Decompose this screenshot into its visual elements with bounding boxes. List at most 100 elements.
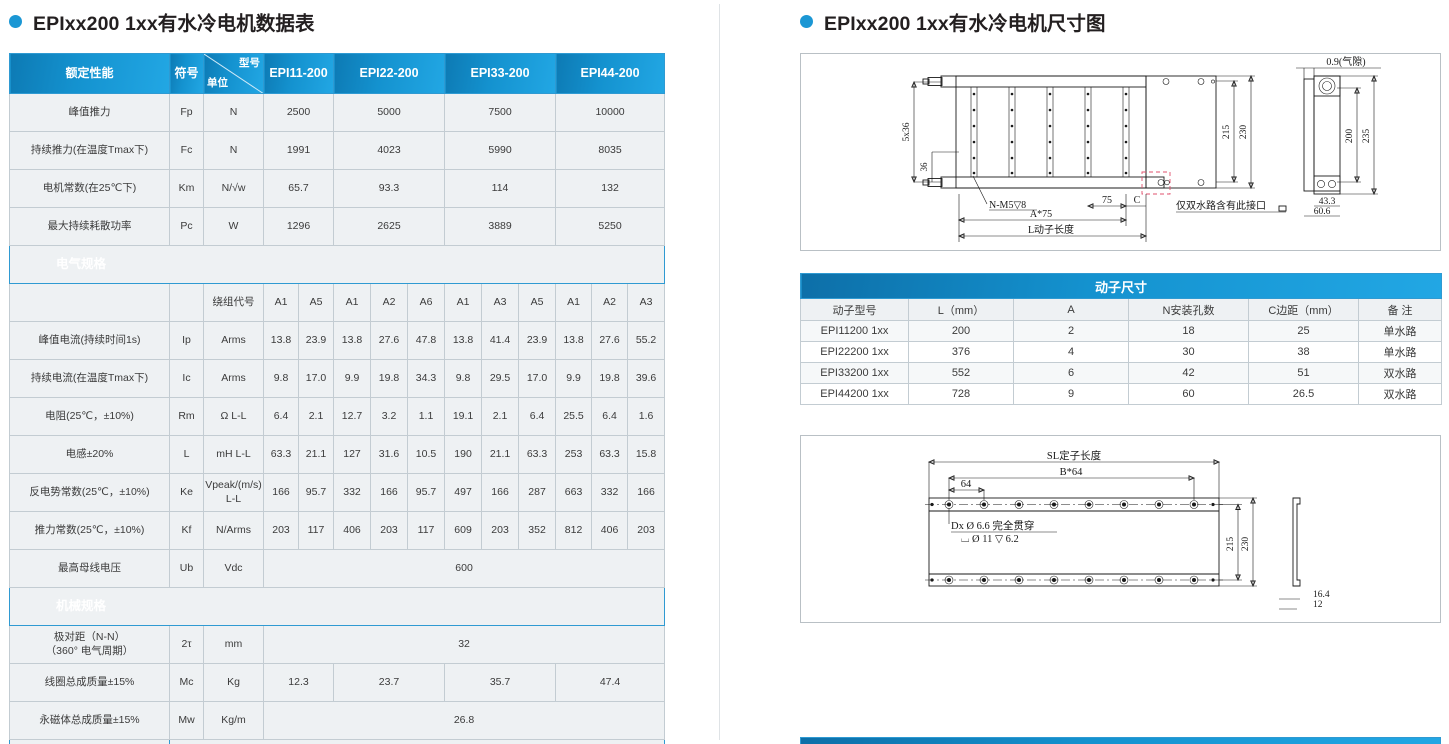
winding-code: A6 [407,283,446,322]
forcer-drawing-svg: 5x36 36 N-M5▽8 A*75 75 [902,55,1381,242]
row-value: 5990 [444,131,557,170]
row-value: 63.3 [591,435,629,474]
row-value: 663 [555,473,593,512]
dim-cell: 18 [1128,320,1249,342]
dim-60-6: 60.6 [1314,207,1331,217]
right-panel-title: EPIxx200 1xx有水冷电机尺寸图 [824,13,1106,35]
dim-5x36: 5x36 [902,122,912,141]
row-value: 5250 [555,207,666,246]
row-value: 332 [591,473,629,512]
dim-235: 235 [1362,129,1372,144]
dim-cell: 2 [1013,320,1129,342]
row-unit: N [203,131,264,170]
row-value: 497 [444,473,483,512]
section-band-label: 电气规格 [8,245,666,284]
row-label-empty [9,283,170,322]
row-label: 峰值电流(持续时间1s) [9,321,170,360]
dim-table-row: EPI44200 1xx 728 9 60 26.5 双水路 [800,383,1443,405]
row-symbol: Ic [169,359,204,398]
row-value: 27.6 [591,321,629,360]
section-band-mechanical: 机械规格 [8,587,666,626]
winding-code: A2 [370,283,409,322]
row-value: 12.3 [262,663,335,702]
row-value: 23.9 [518,321,557,360]
dim-table-title-row: 动子尺寸 [799,273,1443,299]
winding-code: A5 [518,283,557,322]
row-unit: Vpeak/(m/s) L-L [203,473,264,512]
row-value: 13.8 [555,321,593,360]
row-unit: Kg [203,663,264,702]
row-value: 600 [262,549,666,588]
dim-sl-length: SL定子长度 [1047,449,1102,462]
dim-cell: 38 [1248,341,1359,363]
dim-air-gap: 0.9(气隙) [1326,55,1365,68]
row-value: 23.9 [297,321,335,360]
table-row: 极对距（N-N） （360° 电气周期） 2τ mm 32 [9,625,666,664]
row-value: 3.2 [370,397,409,436]
winding-code: A1 [444,283,483,322]
row-value: 32 [262,625,666,664]
row-value: 34.3 [407,359,446,398]
stator-drawing-svg: SL定子长度 B*64 64 Dx Ø 6.6 完全贯穿 ⌴ Ø 11 ▽ 6.… [925,449,1330,610]
dim-l-length: L动子长度 [1028,223,1074,236]
row-value: 6.4 [591,397,629,436]
row-value: 406 [333,511,372,550]
note-dx-line1: Dx Ø 6.6 完全贯穿 [951,519,1034,532]
row-unit: N/√w [203,169,264,208]
row-value: 332 [333,473,372,512]
row-label: 持续电流(在温度Tmax下) [9,359,170,398]
bullet-icon [800,15,813,28]
row-value: 17.0 [518,359,557,398]
row-label: 峰值推力 [9,93,170,132]
row-unit: Kg/m [203,701,264,740]
row-unit: mm [203,625,264,664]
row-value: 47.4 [555,663,666,702]
dim-col-note: 备 注 [1357,298,1443,321]
row-value: 127 [333,435,372,474]
row-value: 1.1 [407,397,446,436]
row-unit: Arms [203,321,264,360]
note-dual-water: 仅双水路含有此接口 [1176,199,1266,212]
dim-table-header-row: 动子型号 L（mm） A N安装孔数 C边距（mm） 备 注 [800,298,1443,321]
row-label: 极对距（N-N） （360° 电气周期） [9,625,170,664]
left-title-row: EPIxx200 1xx有水冷电机数据表 [9,7,664,36]
row-value: 253 [555,435,593,474]
row-value: 9.9 [333,359,372,398]
dim-cell: 60 [1128,383,1249,405]
dim-cell: 42 [1128,362,1249,384]
row-value: 203 [370,511,409,550]
dim-215: 215 [1222,125,1232,140]
row-value: 19.1 [444,397,483,436]
row-label: 电感±20% [9,435,170,474]
row-value: 21.1 [297,435,335,474]
dim-cell: 25 [1248,320,1359,342]
row-value: 13.8 [263,321,299,360]
row-value: 15.8 [627,435,666,474]
diagonal-line-icon [204,54,263,93]
dim-cell: 9 [1013,383,1129,405]
row-unit: N/Arms [203,511,264,550]
row-label: 持续推力(在温度Tmax下) [9,131,170,170]
dim-cell: 26.5 [1248,383,1359,405]
winding-code: A1 [333,283,372,322]
table-row: 电机常数(在25℃下) Km N/√w 65.7 93.3 114 132 [9,169,666,208]
winding-code: A5 [297,283,335,322]
row-value: 1991 [262,131,335,170]
winding-code: A1 [263,283,299,322]
row-value: 2.1 [297,397,335,436]
row-symbol: Mw [169,701,204,740]
table-row: 峰值推力 Fp N 2500 5000 7500 10000 [9,93,666,132]
row-value: 27.6 [370,321,409,360]
dim-36: 36 [919,162,929,172]
row-value: 95.7 [407,473,446,512]
dim-table-row: EPI33200 1xx 552 6 42 51 双水路 [800,362,1443,384]
table-row: 推力常数(25℃，±10%) Kf N/Arms 203 117 406 203… [9,511,666,550]
table-header-row: 额定性能 符号 型号 单位 EPI11-200 EPI22-200 EPI33-… [9,53,666,94]
row-symbol: Ke [169,473,204,512]
winding-code: A2 [591,283,629,322]
row-value: 35.7 [444,663,557,702]
dim-cell: 552 [908,362,1014,384]
row-value: 4023 [333,131,446,170]
row-value: 3889 [444,207,557,246]
dim-230: 230 [1239,125,1249,140]
